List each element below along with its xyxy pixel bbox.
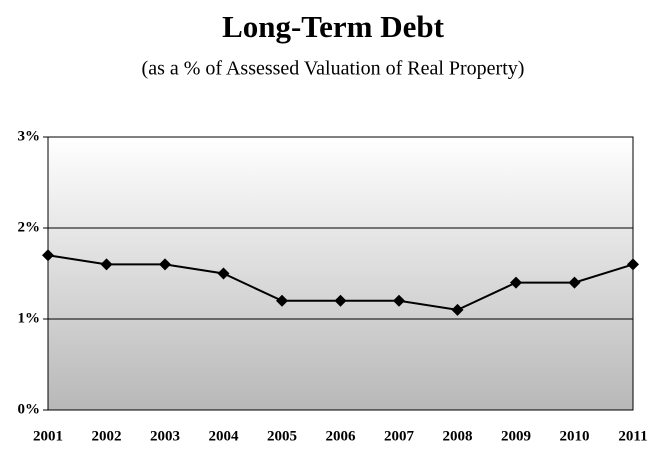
x-tick-label: 2008: [443, 428, 473, 444]
marker: [159, 258, 171, 271]
x-tick-label: 2007: [384, 428, 415, 444]
y-tick-label: 0%: [18, 401, 41, 417]
marker: [627, 258, 639, 271]
y-tick-label: 3%: [18, 128, 41, 144]
x-tick-label: 2004: [209, 428, 240, 444]
x-tick-label: 2010: [560, 428, 590, 444]
x-tick-label: 2003: [150, 428, 180, 444]
marker: [276, 294, 288, 307]
marker: [217, 267, 230, 280]
marker: [510, 276, 522, 289]
x-tick-label: 2005: [267, 428, 297, 444]
plot-area: [47, 136, 634, 411]
x-tick-label: 2009: [501, 428, 531, 444]
chart-subtitle: (as a % of Assessed Valuation of Real Pr…: [142, 58, 525, 80]
marker: [334, 294, 347, 307]
x-tick-label: 2006: [326, 428, 357, 444]
marker: [568, 276, 581, 289]
y-tick-label: 1%: [18, 310, 41, 326]
marker: [42, 249, 54, 262]
x-tick-label: 2011: [618, 428, 647, 444]
x-tick-label: 2001: [33, 428, 63, 444]
marker: [100, 258, 113, 271]
marker: [451, 303, 464, 316]
marker: [393, 294, 405, 307]
y-tick-label: 2%: [18, 219, 41, 235]
x-tick-label: 2002: [92, 428, 122, 444]
chart-title: Long-Term Debt: [222, 9, 445, 44]
